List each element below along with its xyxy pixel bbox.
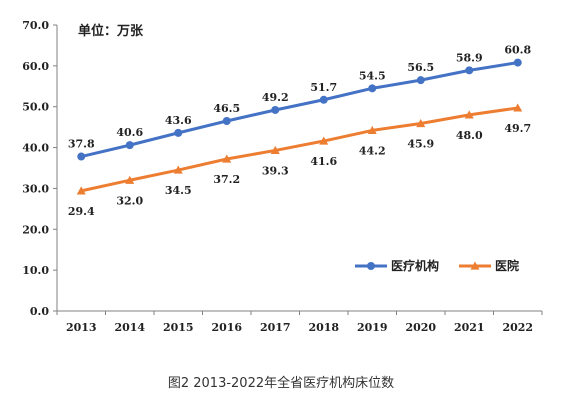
legend-label-2: 医院 [495, 258, 519, 273]
data-point-2 [270, 145, 280, 155]
data-labels-layer: 37.8 40.6 43.6 46.5 49.2 51.7 54.5 56.5 58.9 60.8… [68, 44, 532, 218]
axes: 0.0 10.0 20.0 30.0 40.0 50.0 60.0 70.0 2013 2014 2… [22, 19, 543, 334]
data-label-2: 49.7 [504, 122, 531, 135]
y-tick-label: 30.0 [22, 182, 49, 195]
data-point-1 [319, 95, 328, 104]
data-point-1 [174, 128, 183, 137]
data-point-2 [513, 103, 523, 112]
data-point-2 [76, 186, 86, 195]
data-label-1: 58.9 [456, 51, 483, 64]
data-label-1: 54.5 [359, 69, 386, 82]
series-layer [76, 58, 523, 195]
data-point-1 [465, 66, 474, 75]
x-tick-label: 2014 [114, 321, 145, 334]
x-tick-label: 2013 [66, 321, 97, 334]
data-point-1 [77, 152, 86, 161]
series-line-1 [79, 61, 520, 159]
data-point-2 [464, 110, 474, 119]
data-point-2 [367, 125, 377, 135]
unit-label: 单位：万张 [78, 23, 144, 39]
data-label-1: 43.6 [165, 114, 192, 127]
x-tick-label: 2021 [454, 321, 485, 334]
figure-caption: 图2 2013-2022年全省医疗机构床位数 [167, 376, 395, 391]
legend-label-1: 医疗机构 [391, 258, 439, 273]
y-tick-label: 60.0 [22, 60, 49, 73]
data-point-2 [416, 118, 426, 128]
y-tick-label: 20.0 [22, 223, 49, 236]
x-tick-label: 2020 [405, 321, 436, 334]
x-tick-label: 2015 [163, 321, 194, 334]
data-point-2 [222, 154, 232, 163]
data-label-1: 49.2 [262, 91, 289, 104]
y-tick-label: 50.0 [22, 101, 49, 114]
y-tick-label: 10.0 [22, 264, 49, 277]
data-point-1 [513, 58, 522, 67]
data-point-2 [173, 165, 183, 174]
data-point-2 [125, 175, 135, 184]
data-label-2: 34.5 [165, 184, 192, 197]
x-tick-label: 2019 [357, 321, 388, 334]
data-point-2 [319, 136, 329, 145]
legend-marker-2 [470, 261, 480, 270]
data-label-2: 44.2 [359, 144, 386, 157]
series-line-2 [79, 106, 520, 193]
data-label-2: 39.3 [262, 164, 289, 177]
data-label-2: 48.0 [456, 129, 483, 142]
data-label-2: 29.4 [68, 205, 95, 218]
data-label-2: 32.0 [116, 194, 143, 207]
data-point-1 [368, 84, 377, 93]
data-label-1: 37.8 [68, 138, 95, 151]
y-tick-label: 40.0 [22, 142, 49, 155]
legend-marker-1 [367, 262, 375, 270]
data-point-1 [271, 105, 280, 114]
x-tick-label: 2018 [308, 321, 339, 334]
data-label-1: 56.5 [407, 61, 434, 74]
y-tick-label: 70.0 [22, 19, 49, 32]
data-point-1 [222, 117, 231, 126]
x-tick-label: 2022 [502, 321, 533, 334]
y-tick-label: 0.0 [30, 305, 49, 318]
data-label-1: 51.7 [310, 81, 337, 94]
data-point-1 [416, 76, 425, 85]
data-label-1: 46.5 [213, 102, 240, 115]
x-tick-label: 2016 [211, 321, 242, 334]
data-label-2: 41.6 [310, 155, 337, 168]
x-tick-label: 2017 [260, 321, 291, 334]
data-label-1: 40.6 [116, 126, 143, 139]
data-label-2: 37.2 [213, 173, 240, 186]
legend: 医疗机构 医院 [355, 258, 519, 273]
data-label-2: 45.9 [407, 137, 434, 150]
data-point-1 [125, 141, 134, 150]
data-label-1: 60.8 [504, 44, 531, 57]
